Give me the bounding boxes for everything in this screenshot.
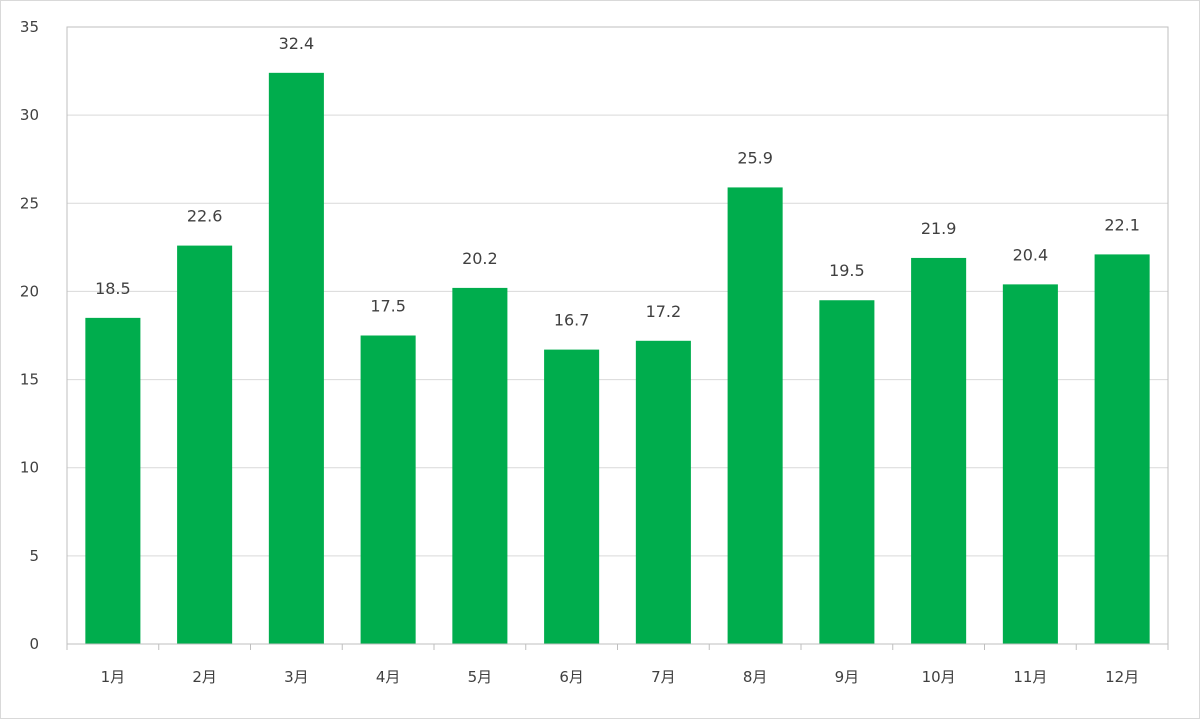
bar-6 [544,349,600,644]
y-tick-label-30: 30 [20,106,39,124]
x-tick-label-8: 8月 [743,668,768,686]
bar-9 [819,300,875,644]
x-tick-label-9: 9月 [835,668,860,686]
bar-1 [85,317,141,644]
data-label-6: 16.7 [554,311,590,330]
x-tick-label-7: 7月 [651,668,676,686]
bar-4 [360,335,416,644]
data-label-8: 25.9 [737,148,773,167]
axes [66,26,1169,650]
bar-12 [1094,254,1150,644]
x-tick-labels: 1月 2月 3月 4月 5月 6月 7月 8月 9月 10月 11月 12月 [101,668,1140,686]
bar-5 [452,287,508,644]
y-tick-labels: 0 5 10 15 20 25 30 35 [20,18,39,653]
bars [85,72,1150,645]
x-tick-label-12: 12月 [1105,668,1139,686]
x-tick-label-10: 10月 [922,668,956,686]
data-label-1: 18.5 [95,279,131,298]
x-tick-label-4: 4月 [376,668,401,686]
x-tick-label-5: 5月 [468,668,493,686]
bar-10 [911,257,967,644]
x-tick-label-3: 3月 [284,668,309,686]
data-label-3: 32.4 [279,34,315,53]
y-tick-label-0: 0 [29,635,39,653]
data-label-7: 17.2 [646,302,682,321]
data-label-12: 22.1 [1104,215,1140,234]
y-tick-label-25: 25 [20,194,39,212]
bar-2 [177,245,233,644]
data-label-5: 20.2 [462,249,498,268]
data-labels: 18.5 22.6 32.4 17.5 20.2 16.7 17.2 25.9 19.5 21.9… [95,34,1140,330]
bar-7 [635,340,691,644]
bar-11 [1002,284,1058,644]
data-label-9: 19.5 [829,261,865,280]
y-tick-label-20: 20 [20,282,39,300]
y-tick-label-5: 5 [29,547,39,565]
data-label-2: 22.6 [187,207,223,226]
y-tick-label-15: 15 [20,371,39,389]
x-tick-label-6: 6月 [559,668,584,686]
data-label-10: 21.9 [921,219,957,238]
x-tick-label-1: 1月 [101,668,126,686]
y-tick-label-35: 35 [20,18,39,36]
x-tick-label-11: 11月 [1013,668,1047,686]
bar-3 [268,72,324,644]
bar-8 [727,187,783,645]
data-label-11: 20.4 [1013,245,1049,264]
data-label-4: 17.5 [370,297,406,316]
y-tick-label-10: 10 [20,459,39,477]
x-tick-label-2: 2月 [192,668,217,686]
